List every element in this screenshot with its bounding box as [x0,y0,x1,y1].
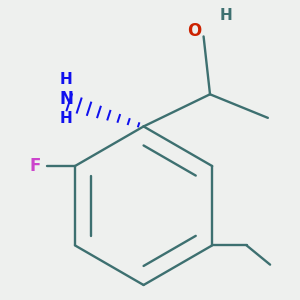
Text: O: O [187,22,201,40]
Text: N: N [59,90,74,108]
Text: H: H [220,8,232,23]
Text: H: H [60,72,73,87]
Text: F: F [29,157,40,175]
Text: H: H [60,111,73,126]
